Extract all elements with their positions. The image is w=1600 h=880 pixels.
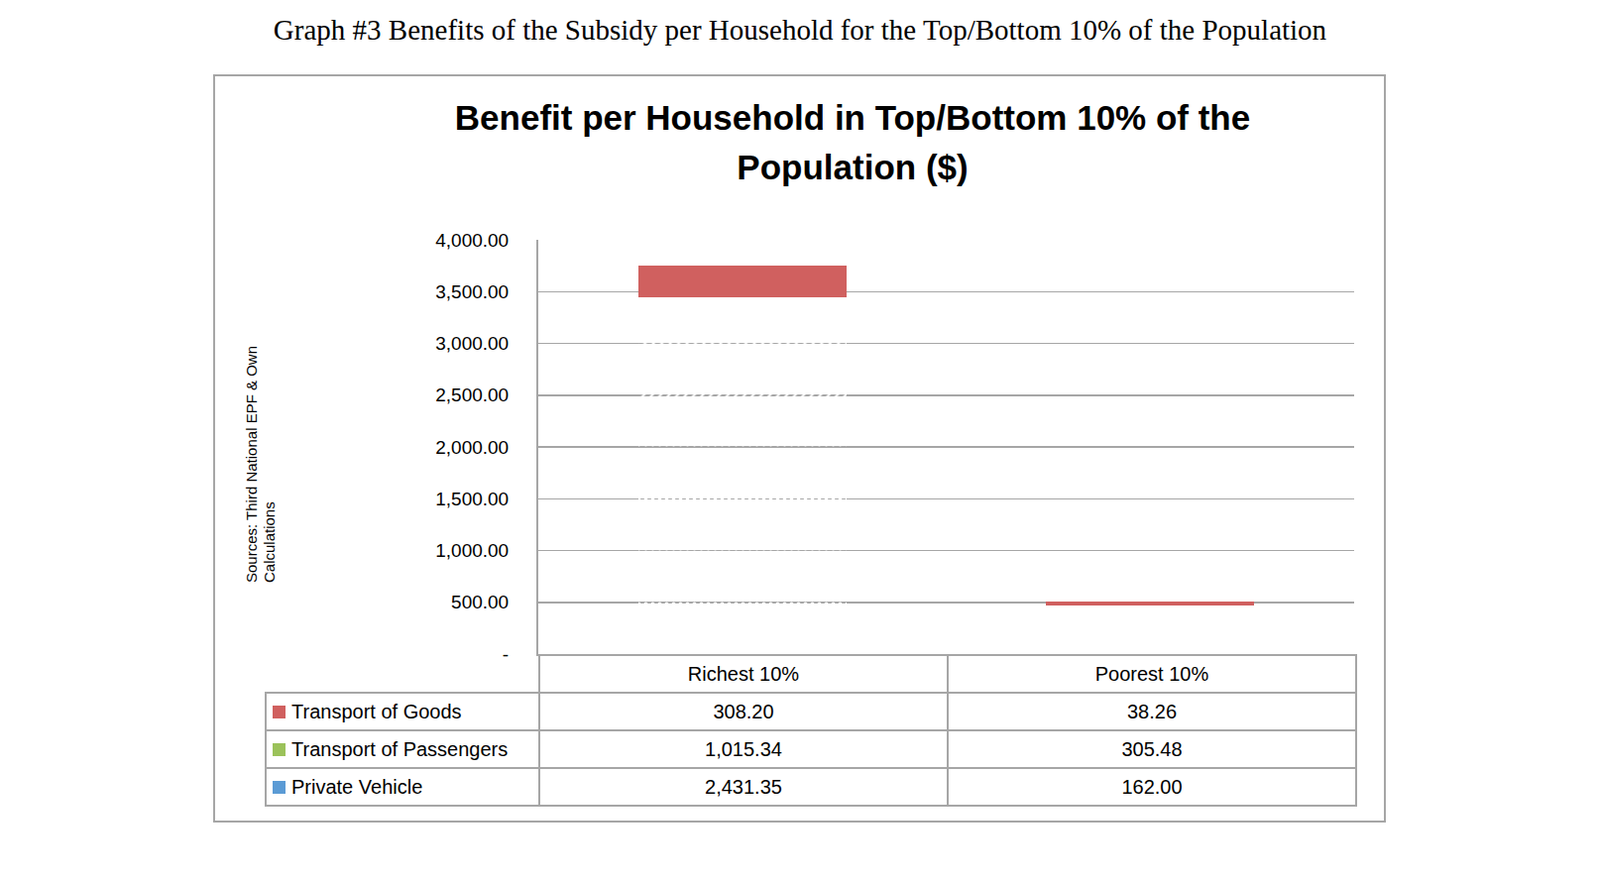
svg-text:1,500.00: 1,500.00 [435,488,509,510]
html-text:Transport of Goods: Transport of Goods [291,700,462,723]
html-text:305.48: 305.48 [1121,738,1183,760]
html-text:Transport of Passengers: Transport of Passengers [291,738,508,760]
html-text:162.00: 162.00 [1121,775,1183,798]
svg-text:2,500.00: 2,500.00 [435,384,509,406]
html-text:Graph #3 Benefits of the Subsi: Graph #3 Benefits of the Subsidy per Hou… [273,13,1327,46]
svg-text:2,000.00: 2,000.00 [435,437,509,458]
svg-text:3,500.00: 3,500.00 [435,281,509,303]
svg-text:4,000.00: 4,000.00 [435,229,509,251]
html-text:Benefit per Household in Top/B: Benefit per Household in Top/Bottom 10% … [454,98,1251,187]
svg-text:3,000.00: 3,000.00 [435,333,509,354]
html-text:Poorest 10%: Poorest 10% [1095,662,1209,685]
html-text:Richest 10%: Richest 10% [687,662,800,685]
html-text:Private Vehicle: Private Vehicle [291,775,423,798]
html-text:1,015.34: 1,015.34 [704,738,783,760]
html-text:Sources: Third National EPF &: Sources: Third National EPF & Own Calcul… [242,345,278,583]
svg-text:1,000.00: 1,000.00 [435,540,509,562]
svg-text:500.00: 500.00 [451,591,509,613]
html-text:2,431.35: 2,431.35 [704,775,783,798]
html-text:38.26: 38.26 [1127,700,1177,723]
html-text:308.20: 308.20 [713,700,774,723]
